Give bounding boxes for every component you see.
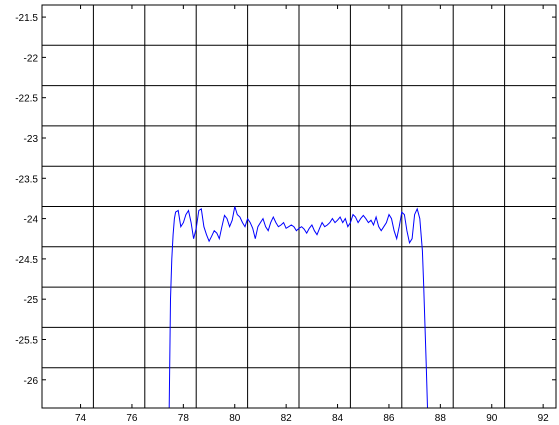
grid-lines (42, 5, 556, 408)
series-group (168, 206, 428, 409)
series-line (168, 206, 428, 409)
y-tick-label: -21.5 (15, 13, 38, 24)
plot-frame (41, 4, 557, 409)
x-tick-label: 88 (435, 413, 447, 424)
x-tick-label: 76 (126, 413, 138, 424)
y-tick-label: -22 (24, 53, 39, 64)
x-tick-label: 90 (486, 413, 498, 424)
y-tick-label: -24 (24, 215, 39, 226)
y-tick-label: -24.5 (15, 255, 38, 266)
x-tick-label: 78 (178, 413, 190, 424)
y-tick-label: -25.5 (15, 335, 38, 346)
x-tick-label: 74 (75, 413, 87, 424)
y-tick-label: -23 (24, 134, 39, 145)
x-tick-label: 92 (538, 413, 550, 424)
x-tick-label: 80 (229, 413, 241, 424)
x-tick-label: 84 (332, 413, 344, 424)
y-tick-label: -26 (24, 376, 39, 387)
y-tick-label: -22.5 (15, 94, 38, 105)
x-tick-label: 86 (383, 413, 395, 424)
x-tick-label: 82 (281, 413, 293, 424)
y-tick-label: -25 (24, 295, 39, 306)
x-axis-ticks: 74 76 78 80 82 84 86 88 90 92 (75, 5, 549, 424)
y-tick-label: -23.5 (15, 174, 38, 185)
y-axis-ticks: -21.5 -22 -22.5 -23 -23.5 -24 -24.5 -25 -25.5 -26 (15, 13, 556, 387)
